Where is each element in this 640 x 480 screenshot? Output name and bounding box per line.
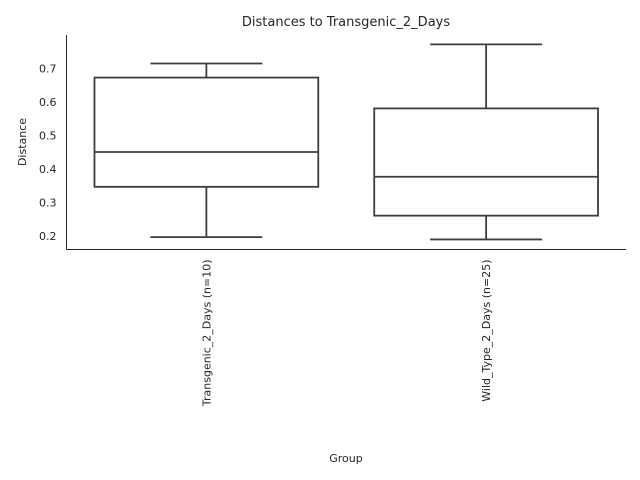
y-axis-label: Distance xyxy=(16,118,29,166)
box-group xyxy=(373,43,599,241)
chart-title: Distances to Transgenic_2_Days xyxy=(242,15,450,30)
y-tick-label: 0.5 xyxy=(39,130,57,143)
plot-area: 0.2 0.3 0.4 0.5 0.6 0.7 Transgenic_2_Days (n=… xyxy=(39,35,626,407)
y-tick-label: 0.3 xyxy=(39,197,57,210)
boxes xyxy=(93,43,599,241)
x-tick-labels: Transgenic_2_Days (n=10) Wild_Type_2_Days… xyxy=(200,260,493,408)
x-tick-label: Wild_Type_2_Days (n=25) xyxy=(480,260,493,402)
y-tick-label: 0.7 xyxy=(39,63,57,76)
y-tick-label: 0.2 xyxy=(39,230,57,243)
x-tick-label: Transgenic_2_Days (n=10) xyxy=(200,260,213,408)
x-axis-label: Group xyxy=(329,452,363,465)
y-tick-labels: 0.2 0.3 0.4 0.5 0.6 0.7 xyxy=(39,63,57,244)
y-tick-label: 0.4 xyxy=(39,163,57,176)
interquartile-box xyxy=(93,76,320,188)
box-group xyxy=(93,62,320,238)
interquartile-box xyxy=(373,107,599,217)
y-tick-label: 0.6 xyxy=(39,96,57,109)
